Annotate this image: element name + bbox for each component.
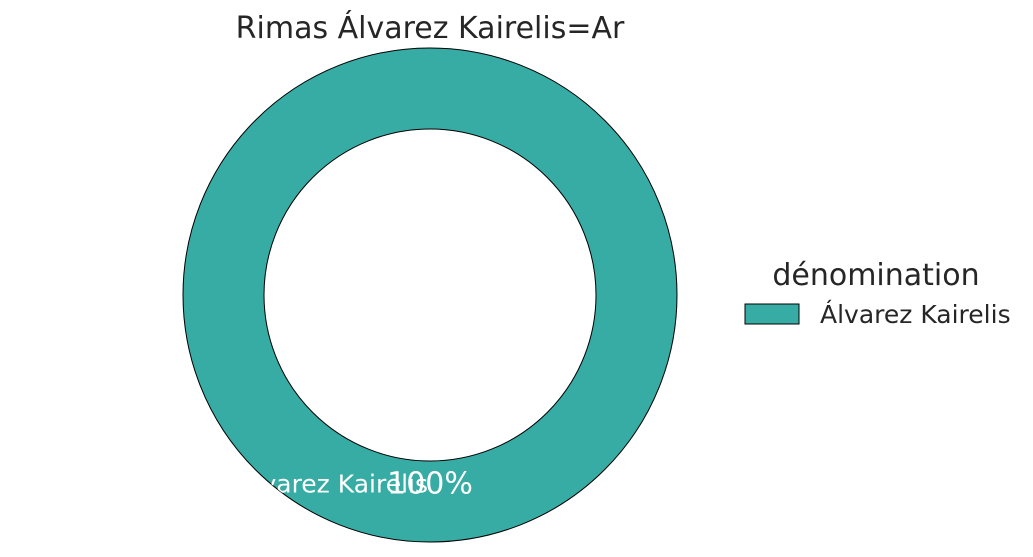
slice-percent-label: 100% — [387, 467, 473, 502]
legend-items: Álvarez Kairelis — [744, 300, 1011, 329]
legend: dénomination Álvarez Kairelis — [744, 258, 1011, 329]
legend-title: dénomination — [772, 258, 979, 293]
donut-slices — [182, 47, 678, 543]
chart-title: Rimas Álvarez Kairelis=Ar — [236, 10, 625, 46]
legend-label: Álvarez Kairelis — [820, 300, 1011, 329]
legend-swatch — [744, 303, 800, 325]
donut-slice — [182, 47, 678, 543]
